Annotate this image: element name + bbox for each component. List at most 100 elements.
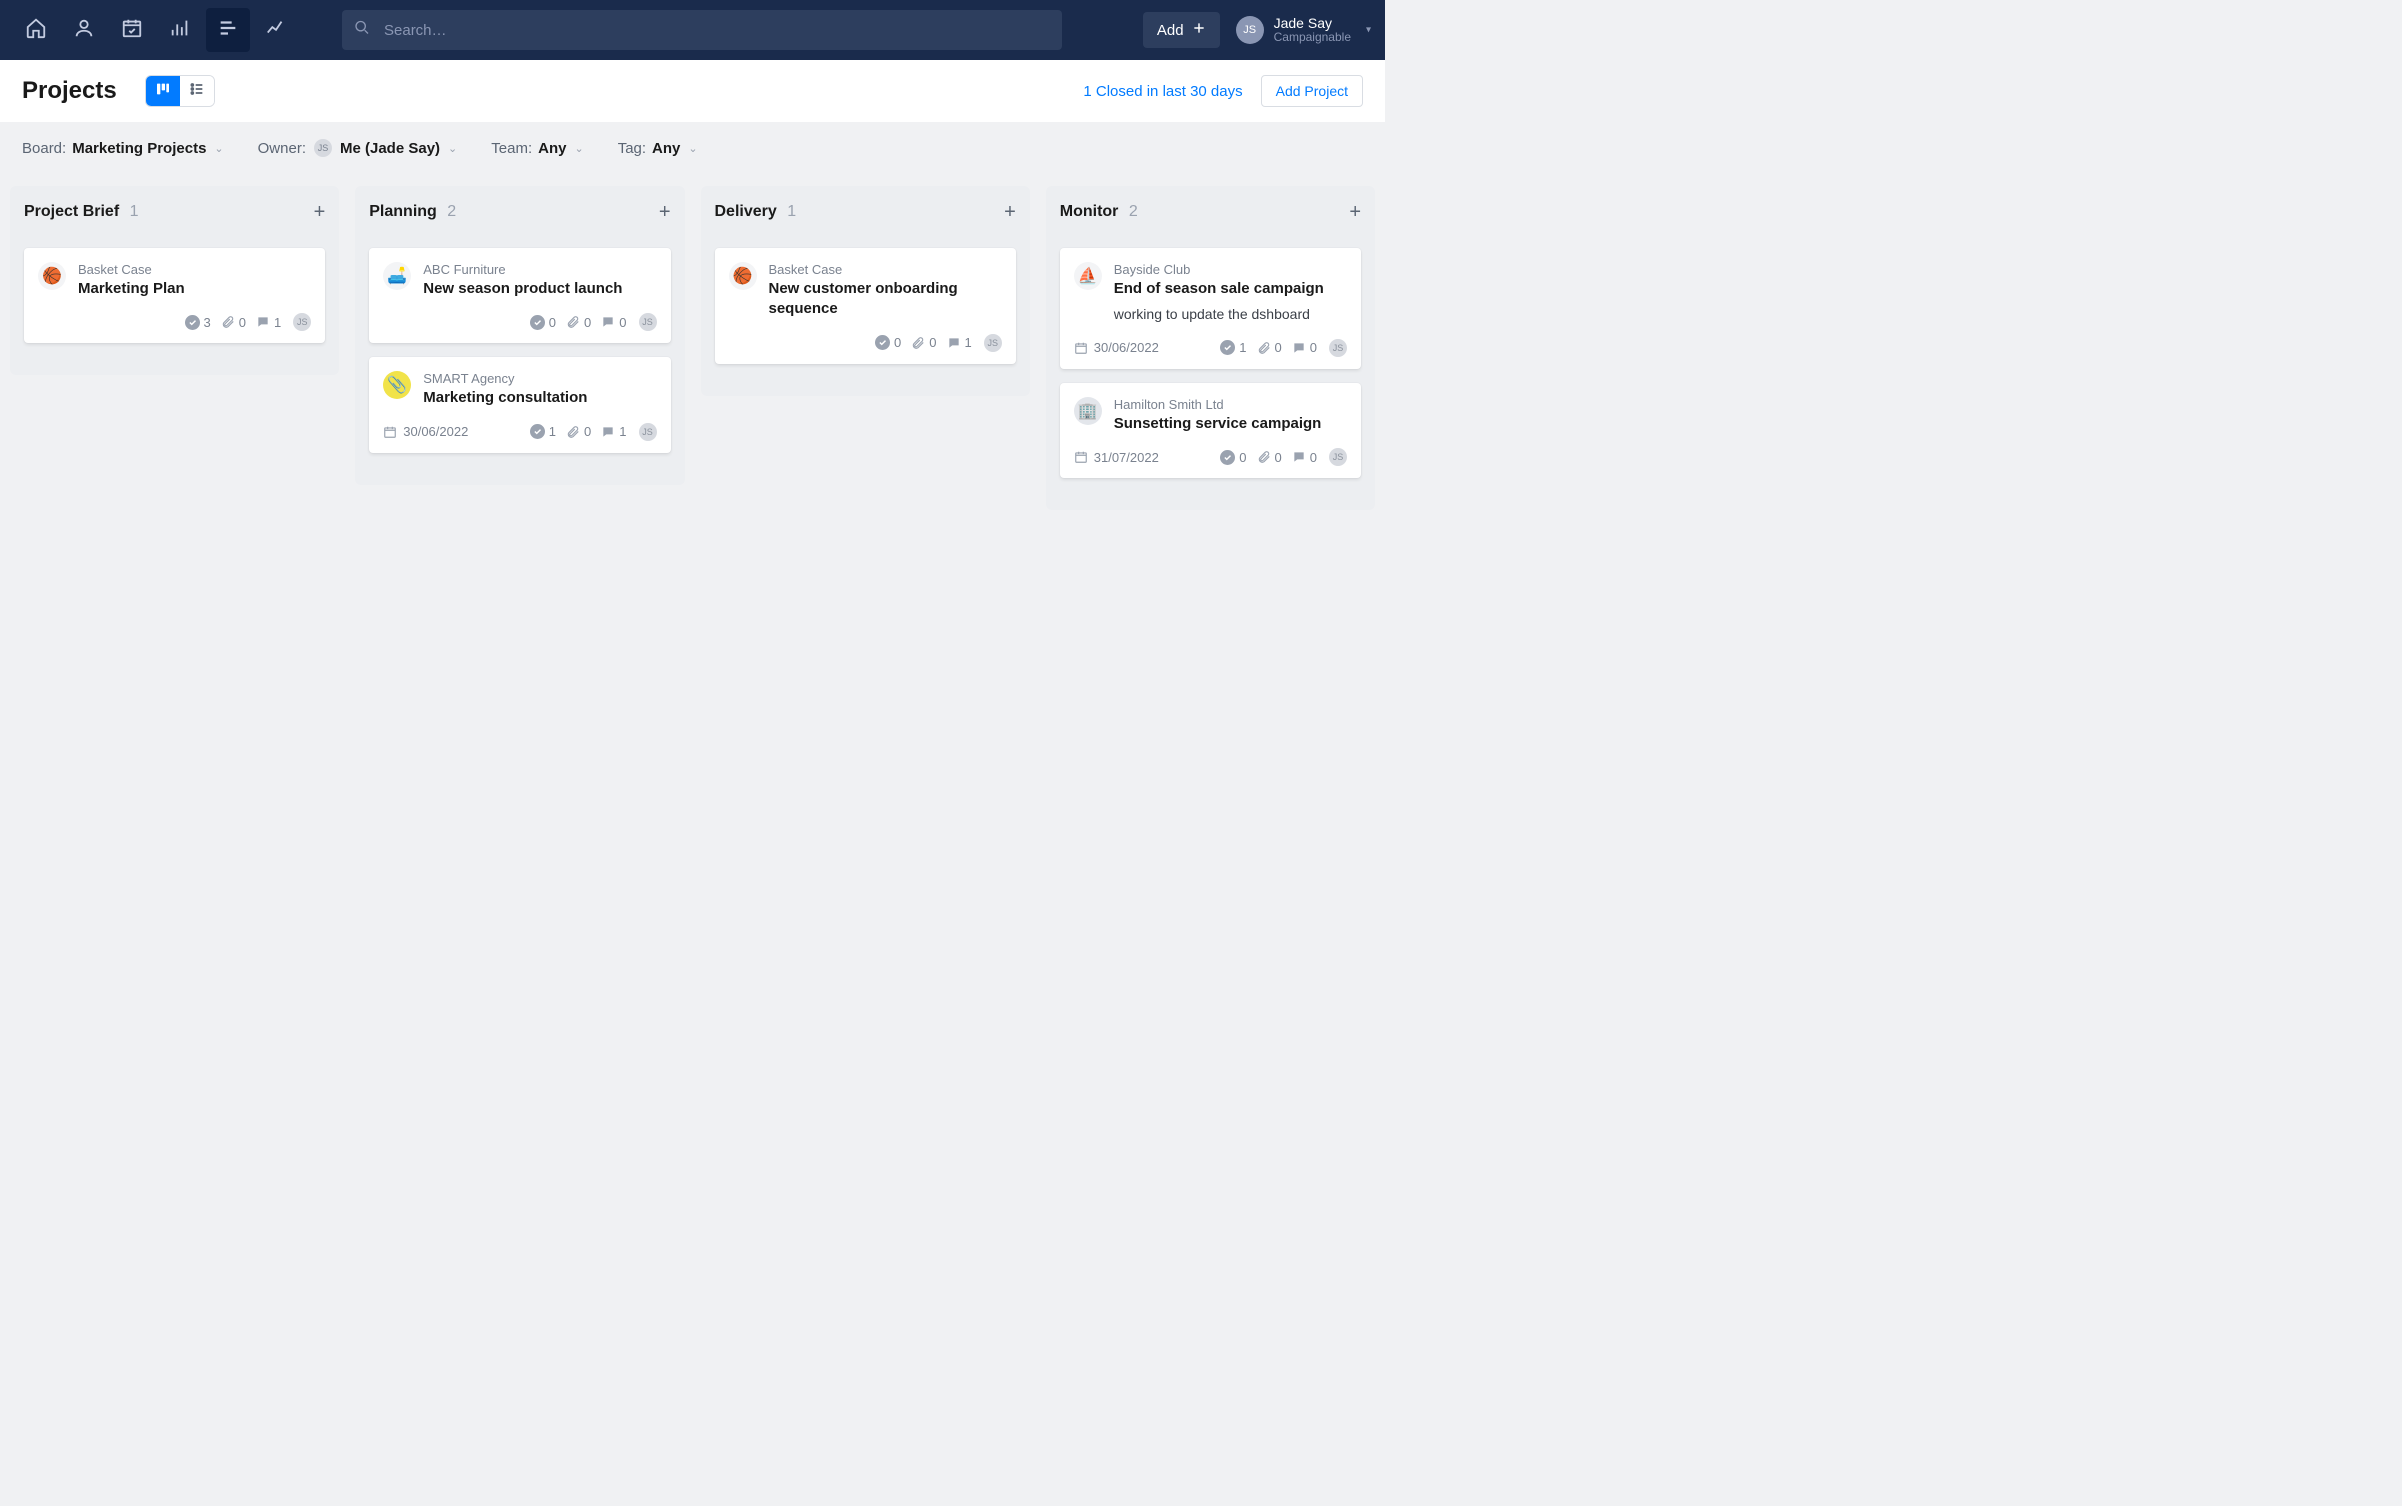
card-client: Bayside Club: [1114, 262, 1347, 277]
comment-icon: [256, 315, 270, 329]
project-card[interactable]: 📎 SMART Agency Marketing consultation 30…: [369, 357, 670, 452]
add-project-button[interactable]: Add Project: [1261, 75, 1363, 107]
calendar-icon: [383, 425, 397, 439]
nav-analytics[interactable]: [254, 8, 298, 52]
calendar-icon: [1074, 341, 1088, 355]
chevron-down-icon: ⌄: [448, 142, 457, 155]
assignee-avatar: JS: [639, 313, 657, 331]
column-count: 1: [787, 203, 796, 220]
card-title: Marketing consultation: [423, 388, 656, 408]
comment-icon: [601, 315, 615, 329]
card-title: New customer onboarding sequence: [769, 279, 1002, 320]
column-add-button[interactable]: +: [1349, 202, 1361, 222]
column-header: Monitor 2 +: [1060, 202, 1361, 222]
card-date: 31/07/2022: [1094, 450, 1159, 465]
column-add-button[interactable]: +: [1004, 202, 1016, 222]
stat-comments: 0: [601, 315, 626, 330]
add-button[interactable]: Add: [1143, 12, 1220, 48]
nav-people[interactable]: [62, 8, 106, 52]
column-header: Delivery 1 +: [715, 202, 1016, 222]
assignee-avatar: JS: [984, 334, 1002, 352]
card-title: New season product launch: [423, 279, 656, 299]
closed-link[interactable]: 1 Closed in last 30 days: [1083, 83, 1242, 100]
comment-icon: [1292, 341, 1306, 355]
nav-reports[interactable]: [158, 8, 202, 52]
card-title: Marketing Plan: [78, 279, 311, 299]
filter-bar: Board: Marketing Projects ⌄ Owner: JS Me…: [0, 122, 1385, 174]
kanban-board: Project Brief 1 + 🏀 Basket Case Marketin…: [0, 174, 1385, 510]
stat-attachments: 0: [911, 335, 936, 350]
client-icon: 🏀: [38, 262, 66, 290]
subheader: Projects 1 Closed in last 30 days Add Pr…: [0, 60, 1385, 122]
calendar-icon: [1074, 450, 1088, 464]
project-card[interactable]: 🏀 Basket Case New customer onboarding se…: [715, 248, 1016, 364]
nav-boards[interactable]: [206, 8, 250, 52]
comment-icon: [947, 336, 961, 350]
column-title: Project Brief: [24, 203, 119, 220]
filter-team[interactable]: Team: Any ⌄: [491, 140, 583, 157]
stat-comments: 1: [601, 424, 626, 439]
nav-home[interactable]: [14, 8, 58, 52]
project-card[interactable]: ⛵ Bayside Club End of season sale campai…: [1060, 248, 1361, 369]
board-icon: [155, 81, 171, 102]
user-menu[interactable]: JS Jade Say Campaignable ▾: [1236, 15, 1371, 45]
stat-checks: 0: [875, 335, 901, 350]
filter-owner[interactable]: Owner: JS Me (Jade Say) ⌄: [258, 139, 458, 157]
filter-team-label: Team:: [491, 140, 532, 157]
column-add-button[interactable]: +: [659, 202, 671, 222]
filter-owner-value: Me (Jade Say): [340, 140, 440, 157]
stat-comments: 0: [1292, 450, 1317, 465]
comment-icon: [601, 425, 615, 439]
attachment-icon: [911, 336, 925, 350]
project-card[interactable]: 🏢 Hamilton Smith Ltd Sunsetting service …: [1060, 383, 1361, 478]
page-title: Projects: [22, 77, 117, 105]
stat-comments: 1: [256, 315, 281, 330]
stat-comments: 1: [947, 335, 972, 350]
home-icon: [25, 17, 47, 44]
project-card[interactable]: 🏀 Basket Case Marketing Plan 3 0 1 JS: [24, 248, 325, 343]
card-client: ABC Furniture: [423, 262, 656, 277]
card-client: Hamilton Smith Ltd: [1114, 397, 1347, 412]
card-date: 30/06/2022: [403, 424, 468, 439]
search-wrap: [342, 10, 1062, 50]
stat-comments: 0: [1292, 340, 1317, 355]
column-count: 2: [1129, 203, 1138, 220]
filter-tag-label: Tag:: [618, 140, 646, 157]
stat-attachments: 0: [566, 315, 591, 330]
user-avatar: JS: [1236, 16, 1264, 44]
subheader-right: 1 Closed in last 30 days Add Project: [1083, 75, 1363, 107]
column-add-button[interactable]: +: [314, 202, 326, 222]
card-description: working to update the dshboard: [1114, 305, 1347, 325]
add-button-label: Add: [1157, 22, 1184, 39]
trend-icon: [265, 17, 287, 44]
view-list-button[interactable]: [180, 76, 214, 106]
list-view-icon: [189, 81, 205, 102]
nav-calendar[interactable]: [110, 8, 154, 52]
stat-attachments: 0: [221, 315, 246, 330]
column-delivery: Delivery 1 + 🏀 Basket Case New customer …: [701, 186, 1030, 396]
filter-team-value: Any: [538, 140, 566, 157]
filter-tag[interactable]: Tag: Any ⌄: [618, 140, 698, 157]
view-board-button[interactable]: [146, 76, 180, 106]
owner-avatar-icon: JS: [314, 139, 332, 157]
project-card[interactable]: 🛋️ ABC Furniture New season product laun…: [369, 248, 670, 343]
attachment-icon: [1257, 450, 1271, 464]
column-monitor: Monitor 2 + ⛵ Bayside Club End of season…: [1046, 186, 1375, 510]
assignee-avatar: JS: [1329, 448, 1347, 466]
card-title: End of season sale campaign: [1114, 279, 1347, 299]
attachment-icon: [566, 425, 580, 439]
assignee-avatar: JS: [293, 313, 311, 331]
column-title: Planning: [369, 203, 437, 220]
attachment-icon: [1257, 341, 1271, 355]
column-header: Planning 2 +: [369, 202, 670, 222]
check-icon: [1220, 450, 1235, 465]
search-input[interactable]: [342, 10, 1062, 50]
user-name: Jade Say: [1274, 15, 1351, 31]
column-title: Monitor: [1060, 203, 1119, 220]
stat-attachments: 0: [1257, 340, 1282, 355]
view-toggle: [145, 75, 215, 107]
card-date: 30/06/2022: [1094, 340, 1159, 355]
stat-checks: 1: [1220, 340, 1246, 355]
filter-board[interactable]: Board: Marketing Projects ⌄: [22, 140, 224, 157]
column-header: Project Brief 1 +: [24, 202, 325, 222]
